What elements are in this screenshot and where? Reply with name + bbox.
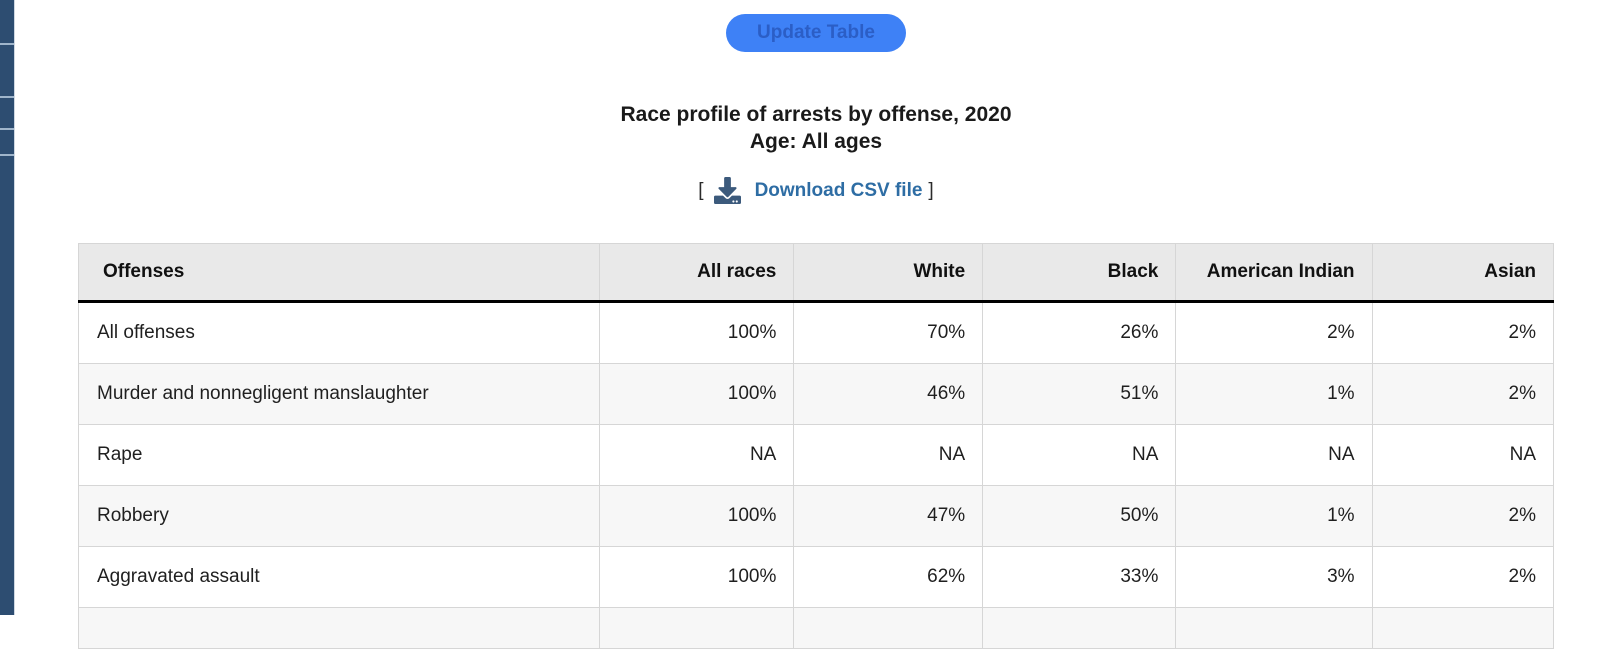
table-row: Robbery 100% 47% 50% 1% 2%	[78, 485, 1555, 547]
download-icon[interactable]	[713, 176, 741, 204]
value-cell: NA	[1175, 424, 1373, 486]
table-row: All offenses 100% 70% 26% 2% 2%	[78, 301, 1555, 364]
value-cell: 100%	[598, 301, 795, 364]
column-header-offenses: Offenses	[78, 243, 600, 303]
update-table-button[interactable]: Update Table	[726, 14, 906, 52]
value-cell: 70%	[793, 301, 984, 364]
offense-cell: Murder and nonnegligent manslaughter	[78, 363, 600, 425]
value-cell: 3%	[1175, 546, 1373, 608]
page-title: Race profile of arrests by offense, 2020	[620, 103, 1012, 126]
download-row: [ Download CSV file]	[78, 176, 1554, 205]
sidebar-divider	[0, 43, 14, 45]
table-row: Murder and nonnegligent manslaughter 100…	[78, 363, 1555, 425]
main-content: Update Table Race profile of arrests by …	[78, 0, 1555, 649]
value-cell: 100%	[598, 546, 795, 608]
table-row: Rape NA NA NA NA NA	[78, 424, 1555, 486]
sidebar-divider	[0, 96, 14, 98]
table-row: Aggravated assault 100% 62% 33% 3% 2%	[78, 546, 1555, 608]
value-cell: NA	[598, 424, 795, 486]
value-cell: 100%	[598, 363, 795, 425]
offense-cell: All offenses	[78, 301, 600, 364]
table-title-block: Race profile of arrests by offense, 2020…	[78, 101, 1554, 155]
column-header-american-indian: American Indian	[1175, 243, 1373, 303]
value-cell: 2%	[1371, 301, 1555, 364]
value-cell: 26%	[982, 301, 1177, 364]
column-header-all-races: All races	[598, 243, 795, 303]
offense-cell: Rape	[78, 424, 600, 486]
offense-cell: Aggravated assault	[78, 546, 600, 608]
value-cell: NA	[793, 424, 984, 486]
value-cell: NA	[982, 424, 1177, 486]
sidebar-divider	[0, 128, 14, 130]
value-cell: 51%	[982, 363, 1177, 425]
value-cell: 1%	[1175, 485, 1373, 547]
value-cell: 47%	[793, 485, 984, 547]
table-row-clipped	[78, 607, 1555, 649]
column-header-asian: Asian	[1371, 243, 1555, 303]
sidebar-edge	[0, 0, 15, 615]
value-cell: 2%	[1371, 363, 1555, 425]
sidebar-divider	[0, 154, 14, 156]
column-header-black: Black	[982, 243, 1177, 303]
value-cell: 50%	[982, 485, 1177, 547]
value-cell: 2%	[1371, 485, 1555, 547]
value-cell: 2%	[1371, 546, 1555, 608]
column-header-white: White	[793, 243, 984, 303]
download-csv-link[interactable]: Download CSV file	[754, 180, 923, 201]
value-cell: 62%	[793, 546, 984, 608]
offense-cell: Robbery	[78, 485, 600, 547]
value-cell: 2%	[1175, 301, 1373, 364]
bracket-open: [	[698, 180, 704, 201]
value-cell: 33%	[982, 546, 1177, 608]
value-cell: 46%	[793, 363, 984, 425]
bracket-close: ]	[928, 180, 934, 201]
header-row: Offenses All races White Black American …	[78, 243, 1555, 303]
page-subtitle: Age: All ages	[749, 130, 883, 153]
value-cell: NA	[1371, 424, 1555, 486]
value-cell: 100%	[598, 485, 795, 547]
value-cell: 1%	[1175, 363, 1373, 425]
arrests-table: Offenses All races White Black American …	[78, 243, 1555, 649]
